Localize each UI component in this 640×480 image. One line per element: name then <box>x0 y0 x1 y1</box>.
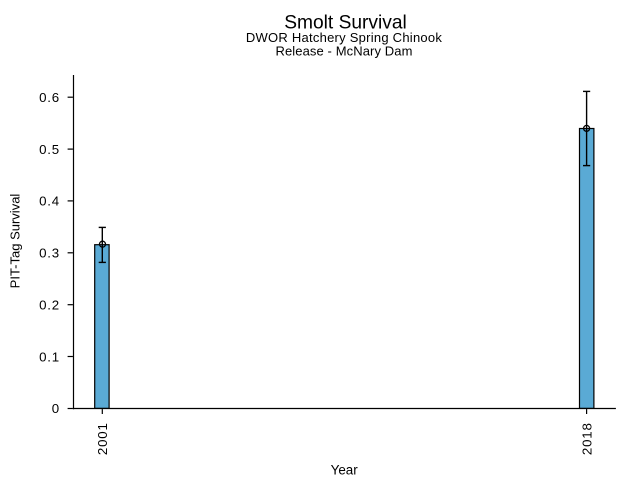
svg-text:Release - McNary Dam: Release - McNary Dam <box>275 44 412 59</box>
svg-text:0.5: 0.5 <box>39 142 60 157</box>
svg-text:Year: Year <box>331 463 359 478</box>
svg-text:DWOR Hatchery Spring Chinook: DWOR Hatchery Spring Chinook <box>246 30 443 45</box>
svg-text:0: 0 <box>52 401 60 416</box>
svg-text:0.4: 0.4 <box>39 194 60 209</box>
svg-text:PIT-Tag Survival: PIT-Tag Survival <box>8 194 23 289</box>
svg-text:Smolt Survival: Smolt Survival <box>284 13 407 34</box>
svg-text:0.2: 0.2 <box>39 298 60 313</box>
svg-text:2001: 2001 <box>95 422 110 455</box>
svg-text:0.1: 0.1 <box>39 349 60 364</box>
svg-text:2018: 2018 <box>580 422 595 455</box>
svg-text:0.3: 0.3 <box>39 246 60 261</box>
svg-text:0.6: 0.6 <box>39 90 60 105</box>
